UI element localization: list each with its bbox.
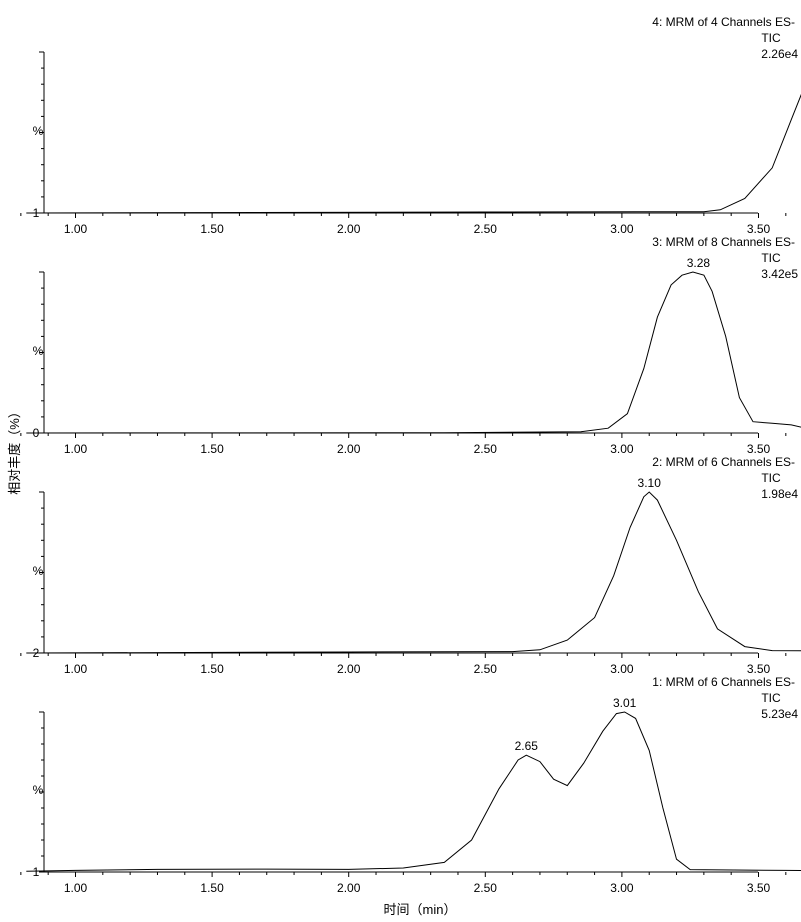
x-tick-label: 1.00 (64, 222, 88, 236)
x-axis-title: 时间（min） (384, 902, 457, 917)
trace-label: TIC (761, 691, 781, 705)
x-tick-label: 1.00 (64, 662, 88, 676)
x-tick-label: 3.50 (747, 662, 771, 676)
chromatogram-panel-2: 1.001.502.002.503.003.504.004.505.005.50… (20, 235, 801, 456)
intensity-label: 3.42e5 (761, 267, 798, 281)
x-tick-label: 3.00 (610, 881, 634, 895)
tic-trace (26, 491, 801, 654)
chromatogram-panel-1: 1.001.502.002.503.003.504.004.505.005.50… (20, 15, 801, 236)
peak-label: 3.01 (613, 696, 637, 710)
tic-trace (26, 271, 801, 434)
peak-label: 2.65 (515, 739, 539, 753)
x-tick-label: 1.50 (200, 222, 224, 236)
channel-label: 2: MRM of 6 Channels ES- (652, 455, 795, 469)
x-tick-label: 2.00 (337, 442, 361, 456)
x-tick-label: 1.50 (200, 662, 224, 676)
trace-label: TIC (761, 471, 781, 485)
intensity-label: 2.26e4 (761, 47, 798, 61)
chromatogram-panel-4: 1.001.502.002.503.003.504.004.505.005.50… (20, 675, 801, 895)
y-axis-title: 相对丰度（%） (7, 405, 22, 495)
x-tick-label: 1.50 (200, 881, 224, 895)
x-tick-label: 2.50 (474, 881, 498, 895)
y-percent-label: % (33, 783, 44, 797)
x-tick-label: 2.50 (474, 442, 498, 456)
trace-label: TIC (761, 251, 781, 265)
x-tick-label: 1.00 (64, 442, 88, 456)
y-percent-label: % (33, 124, 44, 138)
tic-trace (26, 711, 801, 872)
x-tick-label: 3.00 (610, 662, 634, 676)
y-percent-label: % (33, 564, 44, 578)
trace-label: TIC (761, 31, 781, 45)
peak-label: 3.10 (638, 476, 662, 490)
x-tick-label: 2.00 (337, 662, 361, 676)
x-tick-label: 2.50 (474, 222, 498, 236)
intensity-label: 1.98e4 (761, 487, 798, 501)
x-tick-label: 3.00 (610, 222, 634, 236)
y-percent-label: % (33, 344, 44, 358)
x-tick-label: 3.00 (610, 442, 634, 456)
channel-label: 4: MRM of 4 Channels ES- (652, 15, 795, 29)
x-tick-label: 2.00 (337, 222, 361, 236)
x-tick-label: 3.50 (747, 442, 771, 456)
x-tick-label: 3.50 (747, 881, 771, 895)
peak-label: 3.28 (687, 256, 711, 270)
y-base-label: 1 (33, 865, 40, 879)
channel-label: 1: MRM of 6 Channels ES- (652, 675, 795, 689)
channel-label: 3: MRM of 8 Channels ES- (652, 235, 795, 249)
x-tick-label: 1.00 (64, 881, 88, 895)
x-tick-label: 1.50 (200, 442, 224, 456)
chromatogram-panel-3: 1.001.502.002.503.003.504.004.505.005.50… (20, 455, 801, 676)
intensity-label: 5.23e4 (761, 707, 798, 721)
tic-trace (26, 93, 801, 214)
x-tick-label: 3.50 (747, 222, 771, 236)
x-tick-label: 2.50 (474, 662, 498, 676)
x-tick-label: 2.00 (337, 881, 361, 895)
